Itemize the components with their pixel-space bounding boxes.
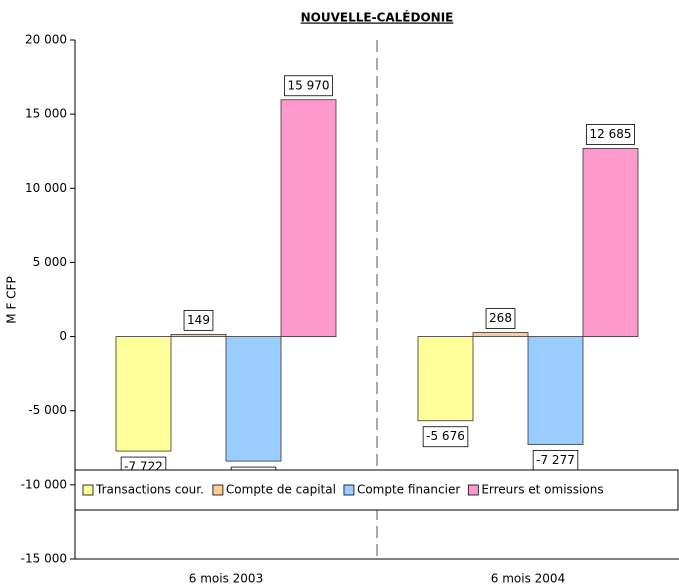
- value-label-text: 268: [489, 311, 512, 325]
- value-label-box: [284, 75, 333, 97]
- chart-title: NOUVELLE-CALÉDONIE: [301, 10, 454, 25]
- bar: [527, 336, 584, 445]
- bar: [225, 336, 282, 462]
- value-label-text: -7 277: [536, 453, 575, 467]
- legend-swatch: [212, 484, 224, 496]
- bar: [115, 336, 172, 452]
- bar: [170, 333, 227, 337]
- value-label: 15 970: [284, 75, 333, 97]
- y-tick-label: 10 000: [25, 181, 67, 195]
- x-tick-label: 6 mois 2003: [189, 572, 263, 586]
- y-axis-label: M F CFP: [5, 276, 19, 323]
- value-label: 149: [183, 309, 214, 331]
- value-label: -5 676: [422, 426, 469, 448]
- legend-label: Transactions cour.: [95, 483, 204, 497]
- bar: [280, 99, 337, 337]
- bar: [582, 148, 639, 337]
- value-label-text: 15 970: [288, 78, 330, 92]
- bar: [472, 332, 529, 337]
- y-tick-label: -10 000: [21, 477, 67, 491]
- value-label: 268: [485, 308, 516, 329]
- legend-label: Compte financier: [357, 483, 460, 497]
- value-label-text: -5 676: [426, 429, 465, 443]
- value-label-box: [422, 426, 469, 448]
- y-tick-label: -15 000: [21, 552, 67, 566]
- y-tick-label: 0: [59, 329, 67, 343]
- x-tick-label: 6 mois 2004: [491, 572, 565, 586]
- value-label: 12 685: [586, 124, 635, 145]
- legend-swatch: [82, 484, 94, 496]
- value-label-text: 12 685: [590, 127, 632, 141]
- y-tick-label: 15 000: [25, 107, 67, 121]
- value-label: -7 277: [532, 450, 579, 471]
- legend-label: Erreurs et omissions: [481, 483, 603, 497]
- value-label-box: [586, 124, 635, 145]
- legend-label: Compte de capital: [226, 483, 336, 497]
- legend-swatch: [467, 484, 479, 496]
- legend-swatch: [343, 484, 355, 496]
- y-tick-label: 5 000: [33, 255, 67, 269]
- bar: [417, 336, 474, 422]
- value-label-box: [183, 309, 214, 331]
- y-tick-label: 20 000: [25, 33, 67, 47]
- y-tick-label: -5 000: [28, 403, 67, 417]
- legend-box: [74, 469, 679, 511]
- value-label-box: [485, 308, 516, 329]
- value-label-text: 149: [187, 313, 210, 327]
